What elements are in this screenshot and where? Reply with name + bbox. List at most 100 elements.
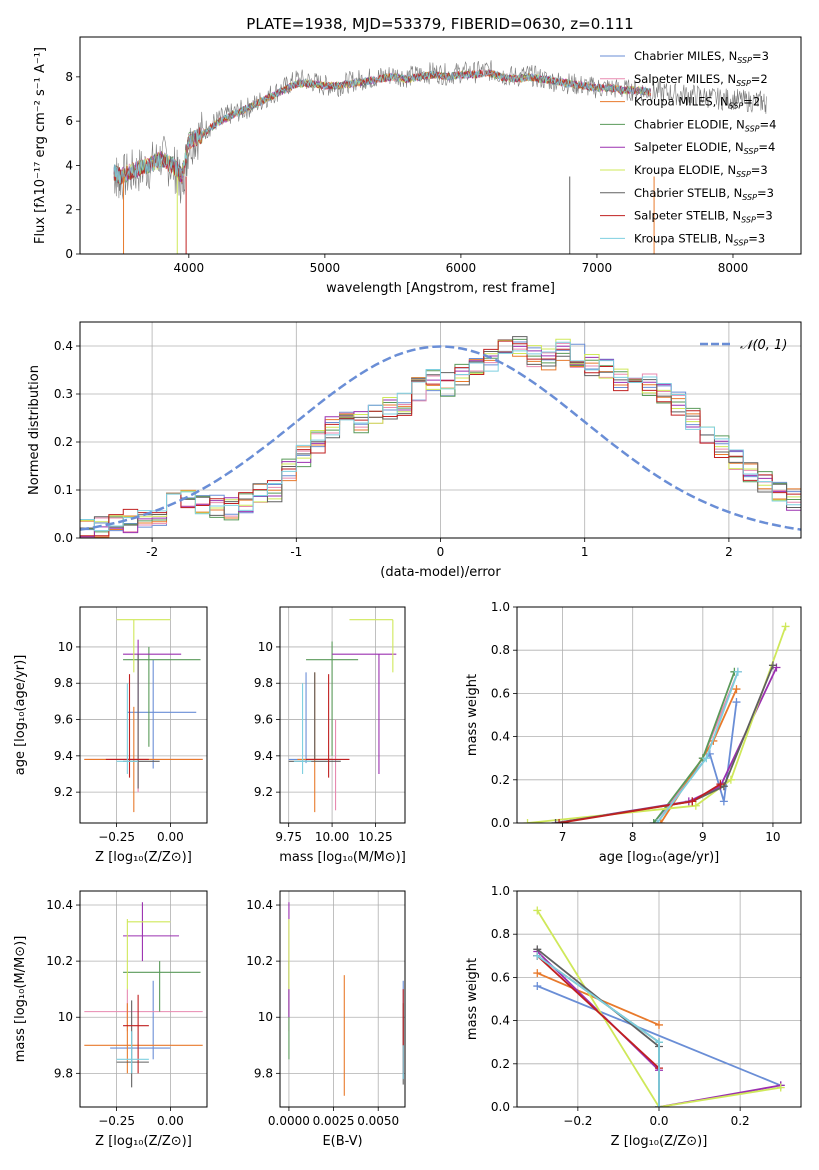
x-tick-label: 6000 — [446, 261, 477, 275]
x-tick-label: 2 — [725, 545, 733, 559]
x-tick-label: 9 — [699, 830, 707, 844]
x-tick-label: 9.75 — [275, 830, 302, 844]
legend-nssp-prefix: , N — [729, 117, 745, 131]
x-tick-label: 0 — [437, 545, 445, 559]
age-vs-Z-panel: −0.25 0.00 9.2 9.4 9.6 9.8 10 Z [log₁₀(Z/Z⊙)] ag… — [13, 606, 208, 865]
x-axis-label: mass [log₁₀(M/M⊙)] — [279, 850, 406, 865]
weight-marker — [688, 797, 697, 806]
x-tick-label: 5000 — [310, 261, 341, 275]
y-tick-label: 10 — [258, 640, 273, 654]
legend-series-name: Chabrier ELODIE — [634, 117, 729, 131]
legend-nssp-subscript: SSP — [744, 147, 759, 156]
y-tick-label: 10 — [258, 1010, 273, 1024]
legend-nssp-value: =3 — [757, 186, 774, 200]
y-tick-label: 9.6 — [254, 713, 273, 727]
plot-frame — [79, 606, 208, 824]
y-tick-label: 10.4 — [246, 898, 273, 912]
legend-series-name: Kroupa ELODIE — [634, 163, 720, 177]
weight-marker — [781, 622, 790, 631]
y-tick-label: 0.8 — [491, 927, 510, 941]
x-tick-label: 10.25 — [358, 830, 392, 844]
y-tick-label: 9.4 — [54, 749, 73, 763]
legend-label: Salpeter MILES, NSSP=2 — [634, 72, 768, 88]
y-axis-label: mass weight — [465, 674, 480, 756]
x-axis-label: Z [log₁₀(Z/Z⊙)] — [95, 850, 192, 865]
x-tick-label: −0.25 — [98, 830, 135, 844]
spectrum-panel: 4000 5000 6000 7000 8000 0 2 4 6 8 wavelength [Ang… — [33, 36, 802, 296]
legend-label: Kroupa ELODIE, NSSP=3 — [634, 163, 768, 179]
legend-label: Chabrier MILES, NSSP=3 — [634, 49, 769, 65]
histogram-step — [80, 341, 801, 532]
legend-nssp-value: =4 — [760, 117, 777, 131]
y-tick-label: 0.4 — [491, 1014, 510, 1028]
weight-marker — [702, 754, 711, 763]
weight-marker — [732, 698, 741, 707]
legend-label: Chabrier ELODIE, NSSP=4 — [634, 117, 776, 133]
weight-marker — [732, 685, 741, 694]
weight-vs-age-panel: 7 8 9 10 0.0 0.2 0.4 0.6 0.8 1.0 age [log₁₀(age/yr… — [465, 600, 802, 865]
weight-marker — [649, 819, 658, 823]
age-vs-mass-panel: 9.75 10.00 10.25 9.2 9.4 9.6 9.8 10 mass [log₁₀(… — [254, 606, 406, 865]
x-axis-label: wavelength [Angstrom, rest frame] — [326, 281, 555, 296]
legend-nssp-value: =3 — [752, 49, 769, 63]
y-tick-label: 0.2 — [491, 1057, 510, 1071]
legend-nssp-prefix: , N — [721, 49, 737, 63]
weight-marker — [655, 1103, 663, 1107]
legend-nssp-prefix: , N — [728, 140, 744, 154]
y-tick-label: 0.0 — [54, 531, 73, 545]
y-axis-label: mass [log₁₀(M/M⊙)] — [13, 936, 28, 1063]
y-tick-label: 10.4 — [46, 898, 73, 912]
legend-nssp-value: =3 — [756, 209, 773, 223]
y-tick-label: 0.8 — [491, 643, 510, 657]
x-axis-label: age [log₁₀(age/yr)] — [599, 850, 720, 865]
y-tick-label: 10 — [58, 1010, 73, 1024]
spectrum-model-line — [113, 69, 651, 185]
weight-marker — [776, 1083, 785, 1092]
spectrum-model-line — [113, 69, 651, 184]
weight-marker — [523, 819, 532, 823]
legend-nssp-prefix: , N — [725, 209, 741, 223]
y-tick-label: 2 — [65, 203, 73, 217]
y-tick-label: 9.2 — [54, 785, 73, 799]
legend-nssp-prefix: , N — [718, 231, 734, 245]
legend-nssp-subscript: SSP — [745, 124, 760, 133]
y-tick-label: 1.0 — [491, 600, 510, 614]
legend-nssp-value: =3 — [751, 163, 768, 177]
legend-series-name: Chabrier MILES — [634, 49, 721, 63]
legend-nssp-prefix: , N — [713, 95, 729, 109]
weight-marker — [733, 667, 742, 676]
x-tick-label: −0.2 — [563, 1114, 592, 1128]
x-tick-label: 0.00 — [157, 1114, 184, 1128]
y-tick-label: 9.6 — [54, 713, 73, 727]
x-tick-label: 0.0 — [649, 1114, 668, 1128]
weight-marker — [533, 906, 542, 915]
weight-marker — [533, 951, 542, 960]
legend-label: Chabrier STELIB, NSSP=3 — [634, 186, 774, 202]
legend-label: Salpeter ELODIE, NSSP=4 — [634, 140, 775, 156]
legend-nssp-value: =4 — [758, 140, 775, 154]
legend-label: Salpeter STELIB, NSSP=3 — [634, 209, 773, 225]
histogram-step — [80, 340, 801, 537]
weight-marker — [551, 819, 560, 823]
spectrum-model-line — [113, 69, 651, 183]
weight-marker — [768, 661, 777, 670]
histogram-step — [80, 338, 801, 533]
y-tick-label: 0.4 — [54, 339, 73, 353]
y-tick-label: 9.2 — [254, 785, 273, 799]
x-axis-label: Z [log₁₀(Z/Z⊙)] — [95, 1134, 192, 1149]
legend-nssp-value: =2 — [751, 72, 768, 86]
x-tick-label: 1 — [581, 545, 589, 559]
plot-frame — [79, 321, 802, 539]
y-tick-label: 0.1 — [54, 483, 73, 497]
y-tick-label: 6 — [65, 114, 73, 128]
y-tick-label: 10.2 — [46, 954, 73, 968]
y-tick-label: 9.8 — [254, 1066, 273, 1080]
legend-nssp-subscript: SSP — [737, 56, 752, 65]
legend-series-name: Salpeter MILES — [634, 72, 720, 86]
legend-series-name: Kroupa MILES — [634, 95, 713, 109]
y-tick-label: 9.8 — [254, 676, 273, 690]
y-tick-label: 1.0 — [491, 884, 510, 898]
legend-nssp-subscript: SSP — [729, 102, 744, 111]
y-tick-label: 8 — [65, 70, 73, 84]
plot-frame — [79, 890, 208, 1108]
